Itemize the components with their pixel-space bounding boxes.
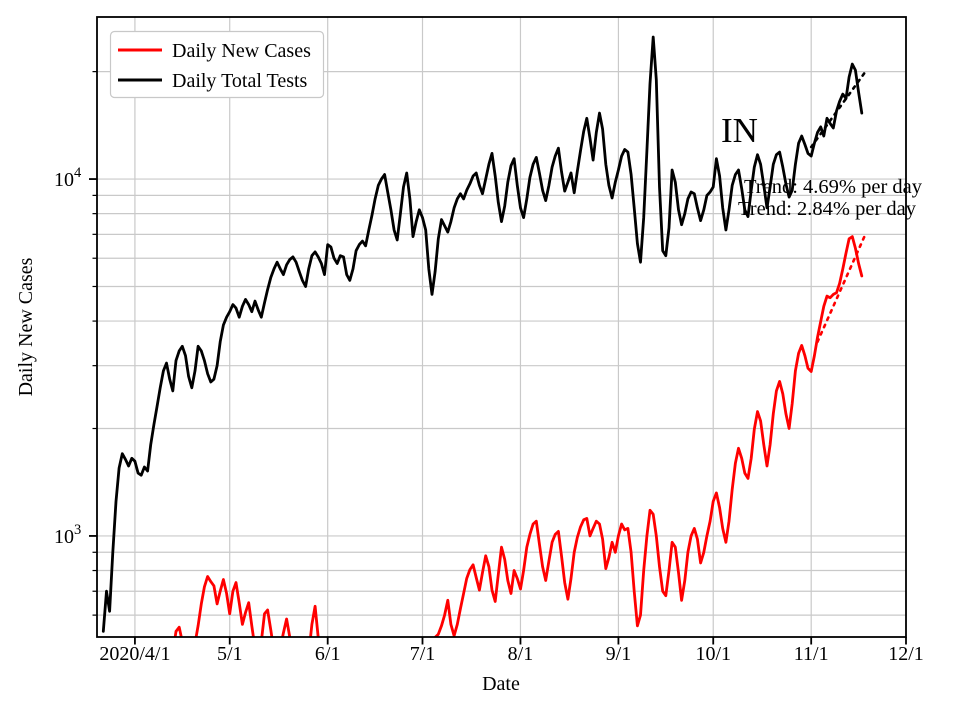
legend-frame (109, 30, 325, 99)
tests-trend-line (809, 71, 867, 149)
x-tick-label: 6/1 (315, 643, 341, 665)
state-label: IN (721, 111, 758, 150)
y-tick-label: 104 (54, 165, 82, 191)
x-tick-label: 2020/4/1 (99, 643, 170, 665)
series-layer (101, 35, 867, 637)
x-tick-label: 5/1 (217, 643, 243, 665)
cases-trend-label: Trend: 4.69% per day (744, 176, 923, 198)
daily-new-cases-line (173, 235, 864, 637)
y-tick-label: 103 (54, 522, 81, 548)
x-tick-label: 9/1 (606, 643, 632, 665)
x-tick-label: 11/1 (794, 643, 829, 665)
legend-label-cases: Daily New Cases (172, 40, 311, 62)
annotations-layer: IN Trend: 4.69% per day Trend: 2.84% per… (721, 111, 923, 220)
axes-layer: 2020/4/1 5/1 6/1 7/1 8/1 9/1 10/1 11/1 12/1 103 10… (54, 16, 924, 665)
legend: Daily New Cases Daily Total Tests (109, 30, 325, 99)
x-axis-title: Date (482, 673, 520, 695)
x-tick-label: 10/1 (695, 643, 731, 665)
x-tick-label: 7/1 (410, 643, 436, 665)
legend-label-tests: Daily Total Tests (172, 70, 308, 92)
x-tick-label: 8/1 (508, 643, 534, 665)
daily-total-tests-line (101, 35, 864, 633)
cases-trend-line (816, 234, 867, 344)
x-tick-label: 12/1 (888, 643, 924, 665)
tests-trend-label: Trend: 2.84% per day (738, 198, 917, 220)
grid-layer (97, 17, 907, 637)
plot-border (96, 16, 907, 638)
y-axis-title: Daily New Cases (15, 257, 37, 396)
